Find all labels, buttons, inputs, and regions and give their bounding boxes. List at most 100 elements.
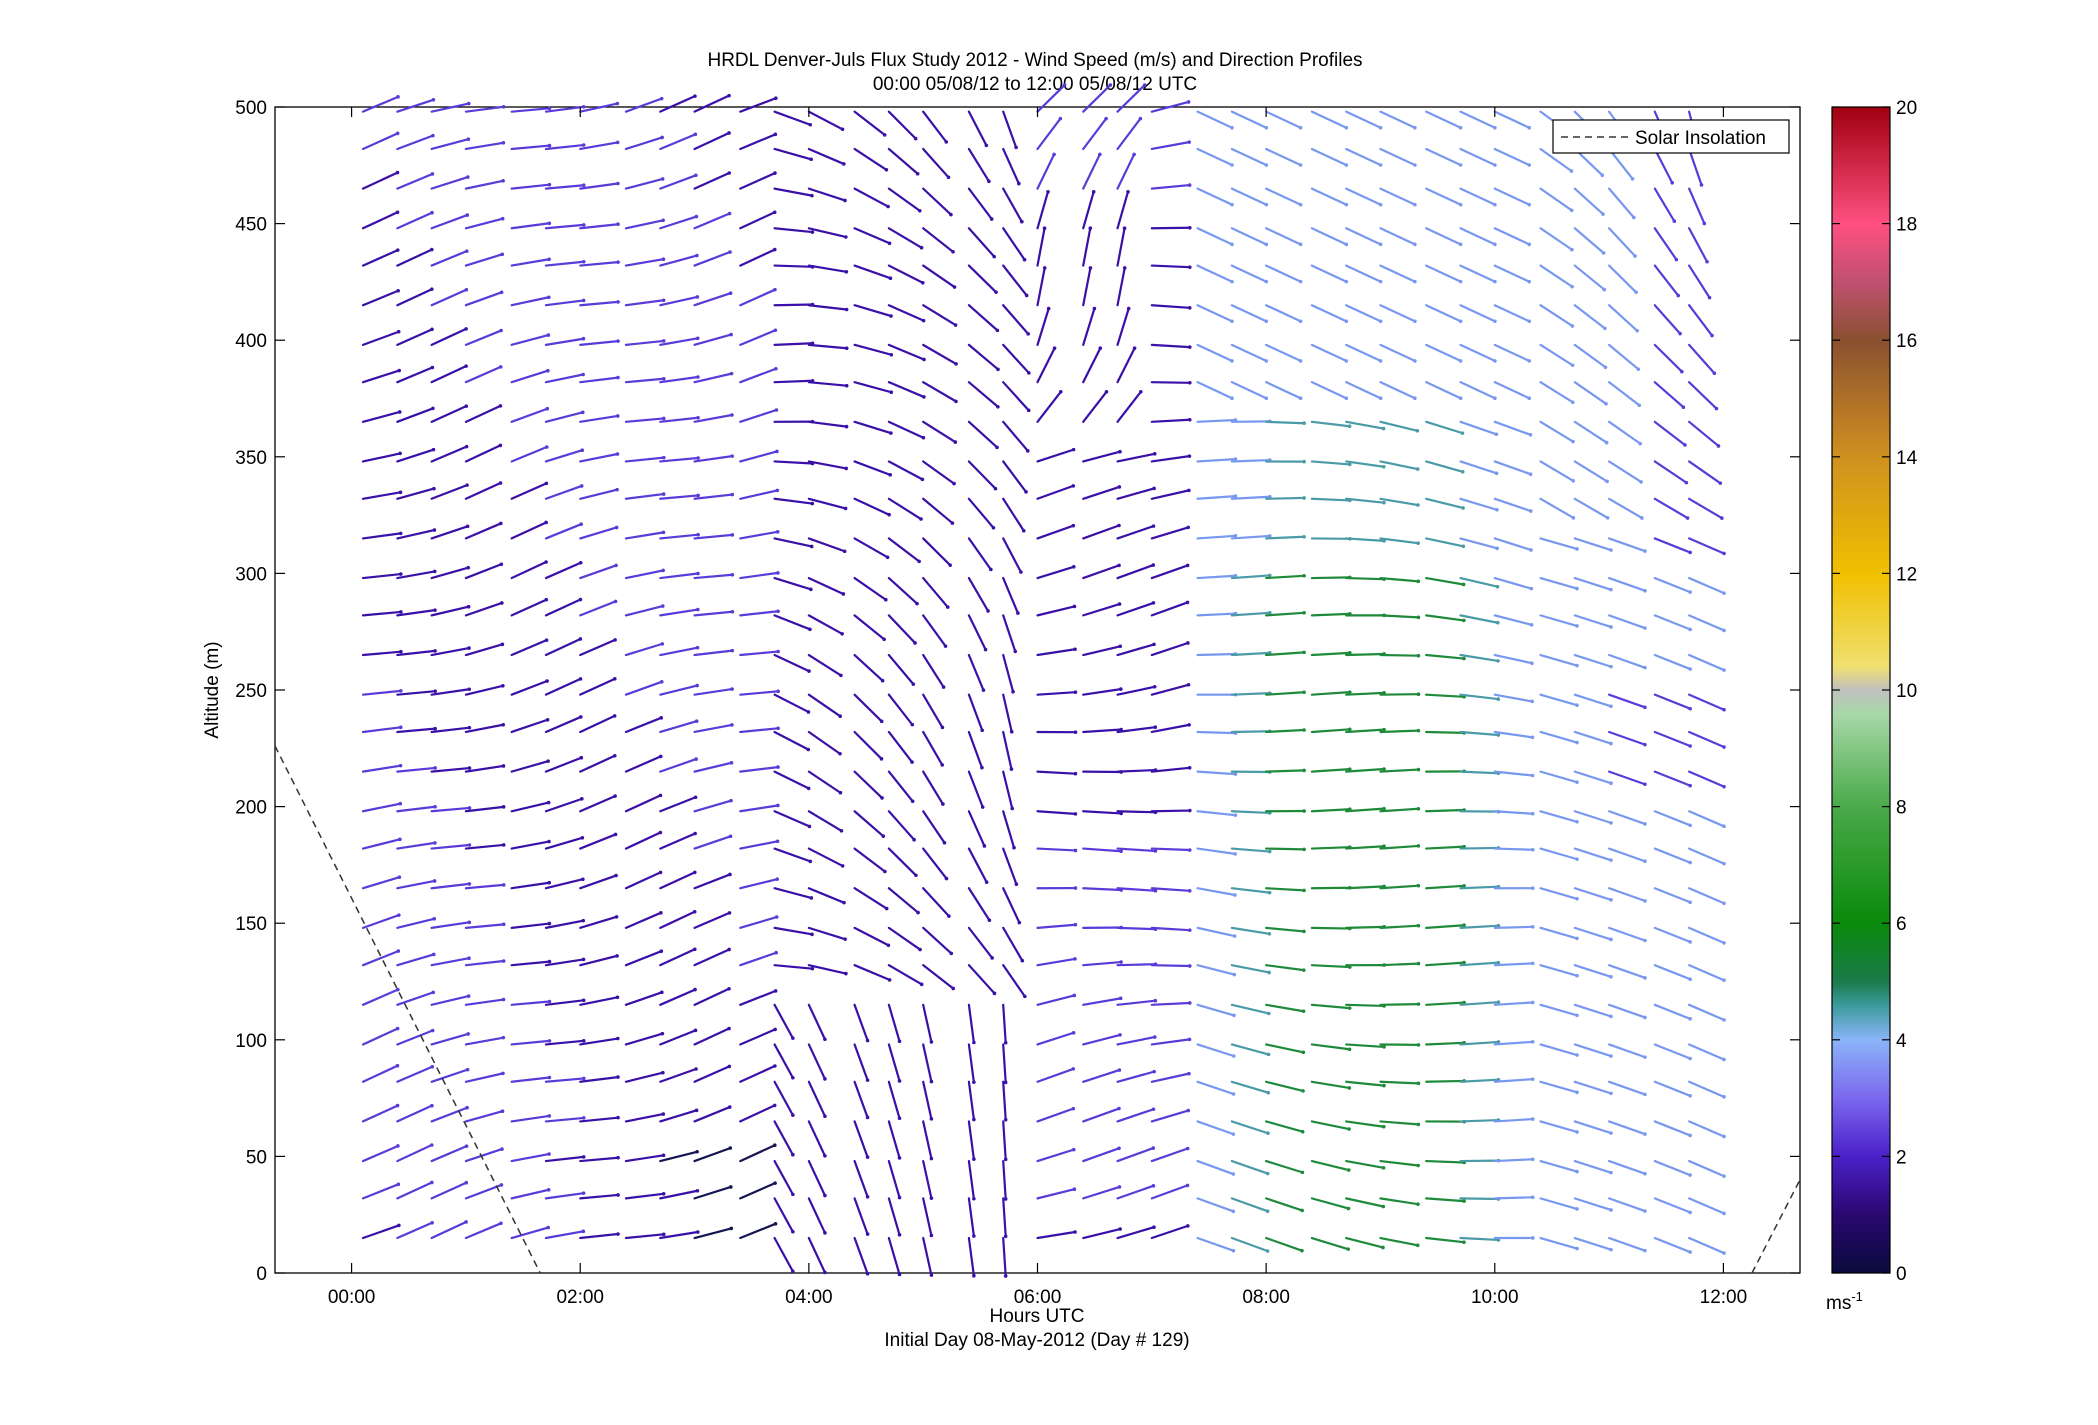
wind-vector xyxy=(1150,564,1189,580)
wind-vector xyxy=(464,1110,504,1123)
wind-vector xyxy=(1379,768,1420,773)
wind-vector xyxy=(1230,611,1271,617)
wind-vector-head xyxy=(396,949,401,953)
wind-vector xyxy=(544,715,582,734)
wind-vector-head xyxy=(1151,1184,1156,1188)
wind-vector xyxy=(361,726,402,734)
wind-vector-head xyxy=(915,601,919,606)
wind-vector-head xyxy=(1413,319,1417,324)
wind-vector-head xyxy=(696,571,700,576)
wind-vector xyxy=(624,417,665,423)
wind-vector-head xyxy=(547,1114,552,1118)
wind-vector xyxy=(1653,693,1692,710)
wind-vector xyxy=(1459,693,1500,701)
wind-vector xyxy=(1573,1003,1613,1018)
wind-vector xyxy=(544,1192,585,1200)
wind-vector xyxy=(1082,117,1108,151)
wind-vector-head xyxy=(943,644,948,648)
wind-vector-head xyxy=(1185,1183,1190,1188)
wind-vector xyxy=(693,333,733,346)
wind-vector xyxy=(1082,227,1092,267)
wind-vector xyxy=(887,227,923,249)
wind-vector-head xyxy=(1609,704,1613,709)
wind-vector xyxy=(807,770,842,794)
wind-vector xyxy=(1196,458,1237,463)
wind-vector-head xyxy=(1117,1068,1122,1072)
wind-vector xyxy=(1493,1196,1534,1200)
wind-vector-head xyxy=(1609,1208,1613,1212)
wind-vector xyxy=(1688,964,1726,982)
colorbar-unit-base: ms xyxy=(1826,1293,1851,1314)
wind-vector-head xyxy=(399,649,403,654)
wind-vector xyxy=(1230,847,1271,853)
wind-vector xyxy=(739,171,777,190)
wind-vector xyxy=(773,1197,794,1233)
wind-vector xyxy=(544,1116,585,1123)
wind-vector xyxy=(1310,808,1351,813)
wind-vector xyxy=(1082,266,1092,307)
wind-vector xyxy=(1345,537,1386,542)
colorbar-tick-label: 18 xyxy=(1896,215,1917,236)
wind-vector xyxy=(1116,963,1157,967)
wind-vector-head xyxy=(1298,242,1303,247)
wind-vector xyxy=(544,223,585,230)
wind-vector-head xyxy=(661,1153,666,1158)
wind-vector xyxy=(1345,807,1386,813)
wind-vector-head xyxy=(430,327,434,332)
wind-vector-head xyxy=(1003,1197,1008,1201)
wind-vector xyxy=(1116,117,1142,151)
wind-vector xyxy=(510,107,551,113)
wind-vector-head xyxy=(547,106,552,111)
wind-vector xyxy=(1345,691,1386,696)
wind-vector xyxy=(1379,343,1416,363)
wind-vector xyxy=(624,258,665,267)
wind-vector-head xyxy=(1264,359,1269,363)
wind-vector-head xyxy=(464,444,469,449)
wind-vector xyxy=(1493,304,1531,323)
wind-vector-head xyxy=(1603,365,1608,370)
wind-vector-head xyxy=(774,950,778,955)
wind-vector xyxy=(544,373,585,384)
wind-vector-head xyxy=(776,726,780,731)
wind-vector xyxy=(967,460,997,490)
wind-vector xyxy=(396,917,436,929)
wind-vector-head xyxy=(1571,516,1576,520)
wind-vector xyxy=(1539,810,1579,823)
wind-vector xyxy=(1196,381,1234,400)
wind-vector xyxy=(1345,1197,1385,1208)
wind-vector xyxy=(396,953,435,967)
wind-vector xyxy=(1230,1003,1270,1015)
wind-vector-head xyxy=(501,997,506,1002)
wind-vector-head xyxy=(727,947,731,952)
wind-vector-head xyxy=(1413,125,1417,130)
wind-vector xyxy=(1345,460,1385,468)
wind-vector xyxy=(1150,418,1191,423)
wind-vector xyxy=(1688,227,1709,263)
wind-vector xyxy=(544,598,582,617)
wind-vector-head xyxy=(1458,396,1463,401)
wind-vector xyxy=(773,730,810,751)
wind-vector-head xyxy=(1188,381,1192,385)
wind-vector-head xyxy=(1602,287,1607,292)
wind-vector-head xyxy=(1575,624,1579,628)
wind-vector xyxy=(1116,153,1136,190)
wind-vector-head xyxy=(1570,247,1574,252)
wind-vector xyxy=(1653,420,1687,447)
wind-vector-head xyxy=(1722,861,1726,866)
wind-vector-head xyxy=(695,253,699,258)
wind-vector-head xyxy=(921,435,926,440)
wind-vector-head xyxy=(945,605,950,609)
wind-vector-head xyxy=(1643,859,1647,864)
wind-vector-head xyxy=(1152,451,1157,456)
wind-vector xyxy=(1379,420,1419,432)
wind-vector xyxy=(1150,766,1191,773)
wind-vector-head xyxy=(578,560,583,565)
wind-vector xyxy=(1002,810,1016,849)
wind-vector-head xyxy=(1601,251,1606,255)
wind-vector-head xyxy=(1073,957,1077,961)
wind-vector-head xyxy=(1267,931,1272,936)
wind-vector xyxy=(693,250,732,267)
wind-vector xyxy=(922,227,955,253)
wind-vector-head xyxy=(773,1222,778,1226)
wind-vector xyxy=(544,836,584,850)
